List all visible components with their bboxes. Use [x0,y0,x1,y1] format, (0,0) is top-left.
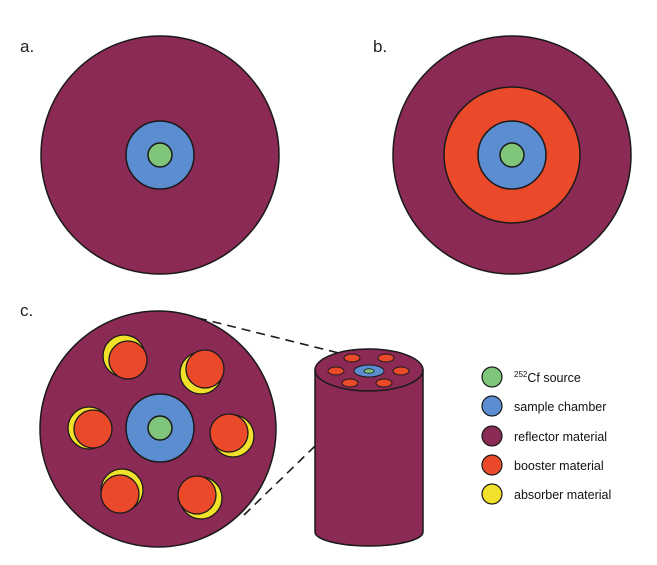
cylinder-booster-3 [327,366,345,376]
cylinder-booster-1 [343,353,361,363]
panel-a-assembly [40,35,280,275]
panel-c-booster-4 [209,413,249,453]
panel-c-booster-3 [73,409,113,449]
legend-swatch-reflector [481,425,503,447]
cylinder-booster-6 [375,378,393,388]
panel-c-booster-6 [177,475,217,515]
panel-label-c: c. [20,301,33,320]
connector-line-top [197,317,356,358]
panel-c-disc [39,310,277,548]
legend-label-source: 252Cf source [514,370,581,385]
legend-label-booster: booster material [514,459,604,473]
legend-item-source: 252Cf source [481,366,581,388]
legend-label-absorber: absorber material [514,488,611,502]
panel-a-source [147,142,173,168]
legend-item-booster: booster material [481,454,604,476]
panel-c-booster-1 [108,340,148,380]
legend-swatch-absorber [481,483,503,505]
legend-label-sample: sample chamber [514,400,606,414]
panel-b-assembly [392,35,632,275]
cylinder-body [314,369,424,547]
legend-item-reflector: reflector material [481,425,607,447]
cylinder-source [363,368,375,374]
cylinder-booster-2 [377,353,395,363]
legend-label-reflector: reflector material [514,430,607,444]
legend-swatch-sample [481,395,503,417]
panel-label-a: a. [20,37,34,56]
legend-swatch-source [481,366,503,388]
legend-item-sample: sample chamber [481,395,606,417]
panel-b-source [499,142,525,168]
cylinder-booster-5 [341,378,359,388]
legend: 252Cf source sample chamber reflector ma… [481,366,611,505]
panel-c-booster-5 [100,474,140,514]
legend-text-source: Cf source [527,371,581,385]
panel-label-b: b. [373,37,387,56]
panel-c-booster-2 [185,349,225,389]
legend-item-absorber: absorber material [481,483,611,505]
cylinder-booster-4 [392,366,410,376]
panel-c-cylinder [314,348,424,547]
legend-swatch-booster [481,454,503,476]
panel-c-source [147,415,173,441]
legend-superscript-source: 252 [514,370,528,379]
